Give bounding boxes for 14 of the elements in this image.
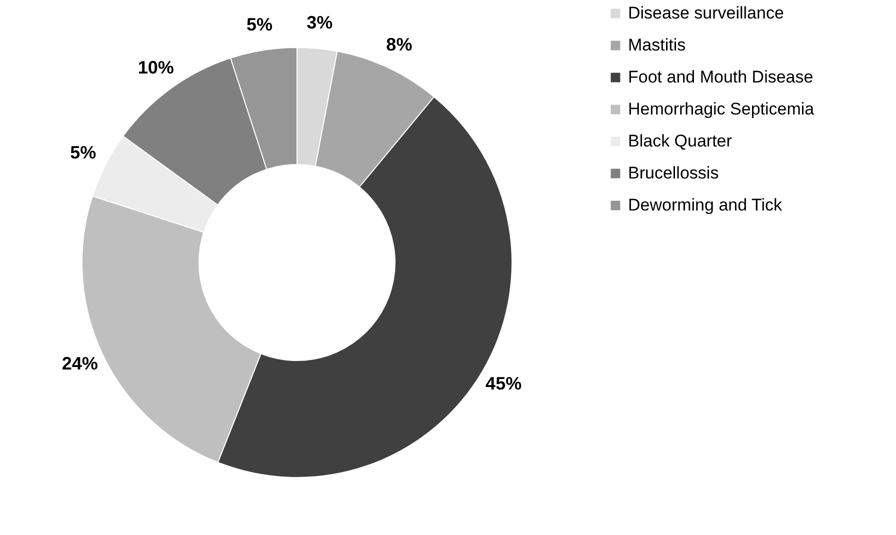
data-label: 45% — [486, 374, 522, 394]
legend-label: Deworming and Tick — [628, 196, 783, 214]
data-label: 5% — [70, 142, 96, 163]
data-label: 5% — [246, 14, 272, 34]
legend-label: Hemorrhagic Septicemia — [628, 100, 815, 118]
legend-label: Mastitis — [628, 36, 686, 54]
data-label: 24% — [62, 354, 98, 374]
data-label: 3% — [306, 12, 333, 33]
data-label: 10% — [138, 57, 174, 78]
legend-label: Black Quarter — [628, 132, 732, 150]
legend-label: Foot and Mouth Disease — [628, 68, 814, 86]
data-label: 8% — [386, 34, 412, 54]
legend-label: Disease surveillance — [628, 4, 784, 22]
legend-label: Brucellossis — [628, 164, 719, 182]
